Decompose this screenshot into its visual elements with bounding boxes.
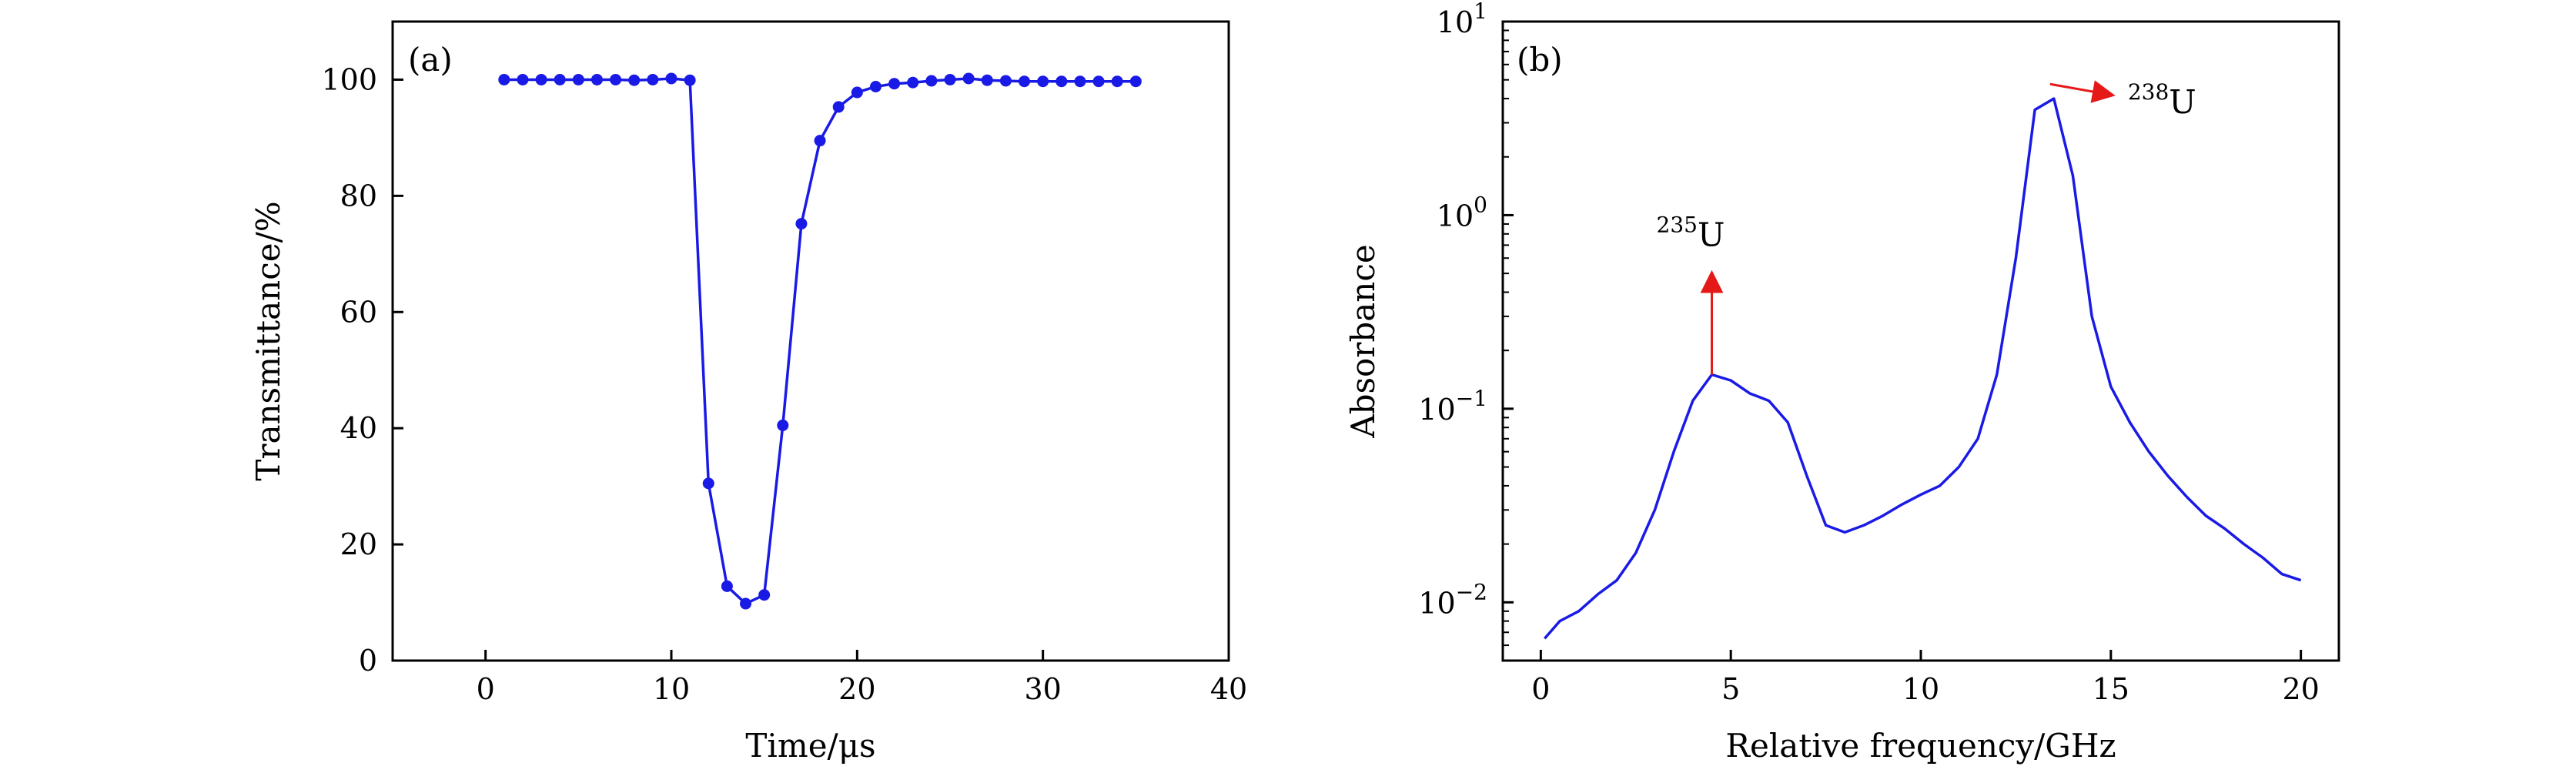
- panel-b-x-tick-label: 0: [1531, 672, 1550, 706]
- panel-a-y-tick-label: 100: [321, 62, 377, 96]
- panel-a-data-point: [851, 86, 863, 99]
- panel-a-x-tick-label: 0: [477, 672, 495, 706]
- panel-a-data-point: [740, 597, 752, 610]
- panel-a-y-tick-label: 40: [340, 411, 377, 445]
- u238-element: U: [2169, 83, 2196, 121]
- panel-b-x-axis: 0 5 10 15 20: [1531, 650, 2320, 706]
- panel-a-data-point: [610, 73, 622, 85]
- panel-a-data-point: [517, 73, 529, 85]
- panel-a-x-axis-title: Time/μs: [745, 727, 875, 765]
- panel-a-data-point: [832, 101, 845, 113]
- panel-a-y-tick-label: 0: [359, 644, 377, 678]
- panel-a-data-point: [795, 218, 808, 230]
- panel-b-x-axis-title: Relative frequency/GHz: [1725, 727, 2116, 765]
- panel-a-series: [498, 72, 1142, 610]
- panel-b-y-tick-base: 10: [1418, 393, 1455, 427]
- panel-a-data-point: [554, 73, 566, 85]
- panel-a-data-point: [684, 74, 696, 86]
- panel-a-x-tick-label: 30: [1024, 672, 1061, 706]
- panel-b-x-tick-label: 20: [2282, 672, 2319, 706]
- panel-b-series-line: [1543, 97, 2302, 640]
- panel-a-x-tick-label: 20: [838, 672, 875, 706]
- panel-b-y-tick-base: 10: [1437, 199, 1474, 233]
- panel-b-y-tick-label: 100: [1437, 192, 1487, 233]
- panel-b-y-tick-label: 101: [1437, 0, 1487, 39]
- panel-a-y-tick-label: 60: [340, 295, 377, 329]
- u235-element: U: [1698, 216, 1725, 254]
- u238-arrow: [2049, 80, 2116, 103]
- panel-a-data-point: [1111, 75, 1123, 88]
- u235-mass-number: 235: [1657, 212, 1698, 238]
- panel-b-y-tick-exponent: −2: [1456, 579, 1487, 604]
- u235-label: 235U: [1657, 212, 1725, 254]
- panel-b-y-tick-base: 10: [1437, 5, 1474, 39]
- panel-b-y-tick-label: 10−2: [1418, 579, 1487, 620]
- panel-a-data-point: [962, 72, 975, 85]
- panel-a-data-point: [777, 419, 789, 431]
- panel-a-data-point: [907, 76, 919, 89]
- panel-a-transmittance-chart: (a) 0 10 20 30 40 0 20 40 60 80 100 Time/μs Trans…: [249, 20, 1247, 765]
- panel-a-data-point: [665, 72, 677, 85]
- panel-a-data-point: [590, 73, 603, 85]
- panel-a-x-axis: 0 10 20 30 40: [477, 650, 1247, 706]
- panel-a-data-point: [721, 580, 733, 592]
- panel-a-data-point: [498, 73, 510, 85]
- panel-b-label: (b): [1517, 41, 1563, 79]
- panel-a-data-point: [1037, 75, 1049, 88]
- panel-b-y-tick-exponent: −1: [1456, 386, 1487, 411]
- panel-a-data-point: [981, 74, 993, 86]
- panel-a-x-tick-label: 10: [653, 672, 690, 706]
- panel-b-y-axis-title: Absorbance: [1344, 244, 1382, 439]
- panel-a-data-point: [572, 73, 584, 85]
- panel-a-data-point: [535, 73, 547, 85]
- panel-b-y-tick-exponent: 1: [1474, 0, 1487, 24]
- panel-a-y-axis: 0 20 40 60 80 100: [321, 62, 403, 678]
- panel-a-y-tick-label: 80: [340, 179, 377, 212]
- panel-a-y-axis-title: Transmittance/%: [249, 201, 287, 480]
- panel-a-data-point: [888, 78, 901, 90]
- panel-a-data-point: [1129, 75, 1142, 88]
- panel-b-y-tick-base: 10: [1418, 586, 1455, 620]
- u238-mass-number: 238: [2128, 79, 2169, 105]
- panel-b-series: [1543, 97, 2302, 640]
- panel-a-series-line: [503, 77, 1136, 606]
- panel-a-data-point: [1092, 75, 1105, 88]
- panel-a-x-tick-label: 40: [1210, 672, 1247, 706]
- panel-a-data-point: [647, 73, 659, 85]
- panel-a-data-point: [1074, 75, 1086, 88]
- panel-a-data-point: [758, 589, 771, 601]
- panel-a-plot-frame: [391, 20, 1230, 662]
- panel-b-x-tick-label: 15: [2093, 672, 2129, 706]
- panel-b-y-tick-exponent: 0: [1474, 192, 1487, 217]
- panel-a-data-point: [702, 477, 714, 490]
- panel-a-data-point: [944, 73, 956, 85]
- panel-b-x-tick-label: 5: [1721, 672, 1740, 706]
- panel-a-data-point: [869, 81, 882, 93]
- panel-a-data-point: [1019, 75, 1031, 88]
- panel-a-data-point: [814, 135, 826, 147]
- panel-b-x-tick-label: 10: [1902, 672, 1939, 706]
- panel-a-label: (a): [408, 41, 453, 79]
- panel-a-y-tick-label: 20: [340, 527, 377, 561]
- panel-a-data-point: [999, 75, 1012, 87]
- panel-a-data-point: [628, 74, 641, 86]
- panel-a-data-point: [925, 75, 938, 87]
- panel-b-y-tick-label: 10−1: [1418, 386, 1487, 427]
- u238-label: 238U: [2128, 79, 2196, 121]
- panel-a-data-point: [1055, 75, 1068, 88]
